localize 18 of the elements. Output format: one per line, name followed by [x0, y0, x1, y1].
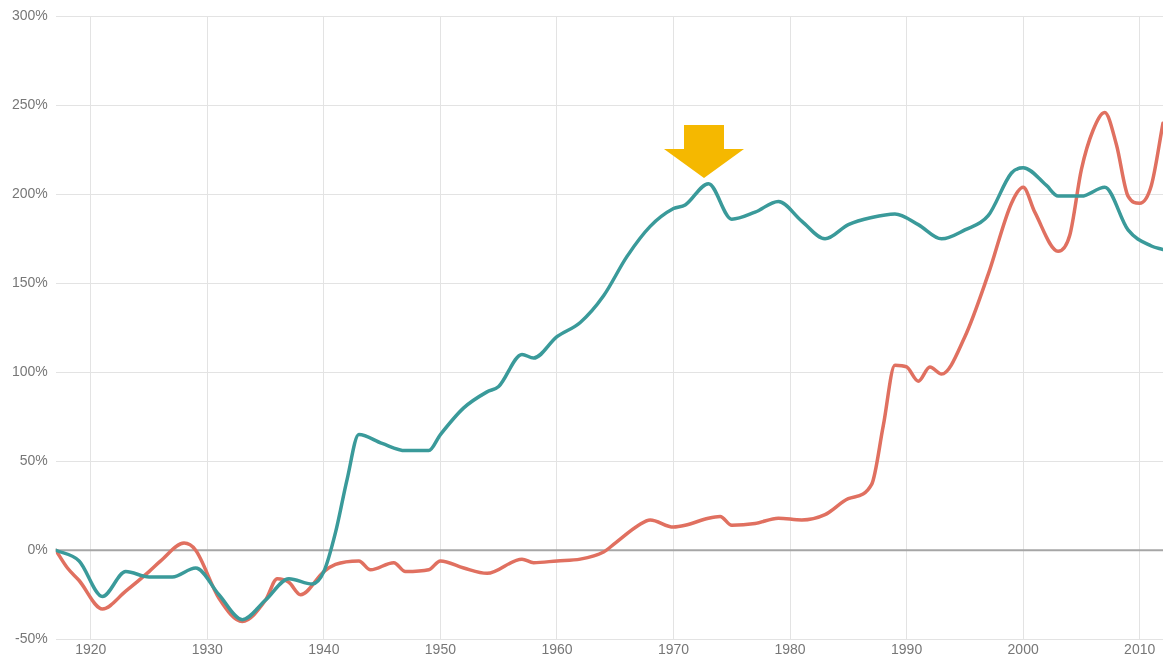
x-tick-label: 1950 — [424, 641, 457, 658]
x-tick-label: 2000 — [1007, 641, 1039, 658]
y-tick-label: 50% — [19, 452, 48, 469]
x-tick-label: 1960 — [541, 641, 573, 658]
x-tick-label: 1970 — [657, 641, 690, 658]
x-tick-label: 1940 — [308, 641, 340, 658]
x-tick-label: 1930 — [191, 641, 224, 658]
y-tick-label: 150% — [11, 274, 48, 291]
x-tick-label: 2010 — [1124, 641, 1156, 658]
y-tick-label: 0% — [27, 541, 48, 558]
y-tick-label: 300% — [11, 7, 48, 24]
y-tick-label: 100% — [11, 363, 48, 380]
y-tick-label: -50% — [15, 630, 48, 647]
x-tick-label: 1990 — [891, 641, 923, 658]
x-tick-label: 1920 — [75, 641, 107, 658]
y-tick-label: 250% — [11, 96, 48, 113]
x-tick-label: 1980 — [774, 641, 806, 658]
y-tick-label: 200% — [11, 185, 48, 202]
